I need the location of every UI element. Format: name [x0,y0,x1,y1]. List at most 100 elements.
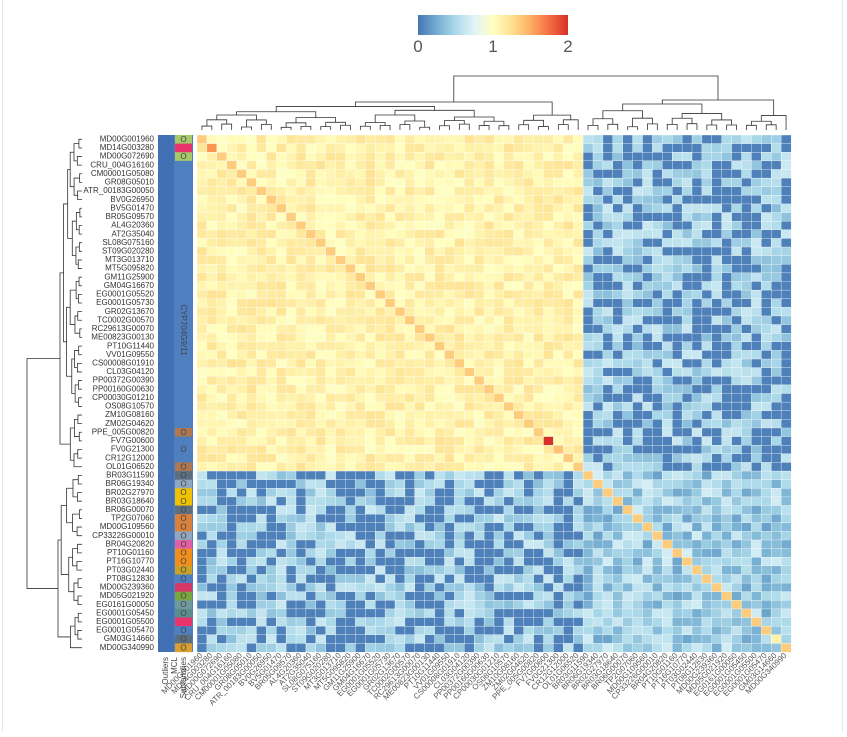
heatmap-cell [771,203,782,213]
heatmap-cell [325,333,336,343]
heatmap-cell [256,617,267,627]
heatmap-cell [276,220,287,231]
heatmap-cell [216,453,228,463]
heatmap-cell [780,160,792,170]
heatmap-cell [652,462,663,472]
heatmap-cell [652,246,663,257]
heatmap-cell [345,220,356,231]
heatmap-cell [216,341,228,351]
heatmap-cell [672,505,683,515]
dendrogram-branch [320,126,332,130]
subfamily-cell [175,634,192,644]
heatmap-cell [474,152,485,162]
heatmap-cell [206,419,218,429]
heatmap-cell [662,445,673,455]
heatmap-cell [196,401,208,412]
heatmap-cell [216,401,228,412]
heatmap-cell [444,143,455,153]
heatmap-cell [602,324,614,334]
heatmap-cell [384,272,396,282]
heatmap-cell [602,134,614,144]
heatmap-cell [266,479,277,489]
heatmap-cell [196,246,208,257]
heatmap-cell [276,341,287,351]
heatmap-cell [414,513,426,524]
heatmap-cell [662,307,673,317]
heatmap-cell [711,617,723,627]
heatmap-cell [582,488,594,498]
heatmap-cell [642,177,653,188]
heatmap-cell [375,203,386,213]
heatmap-cell [563,488,574,498]
heatmap-cell [226,229,237,239]
heatmap-cell [503,264,515,274]
heatmap-cell [780,565,792,575]
dendrogram-branch [726,124,737,130]
heatmap-cell [553,255,564,265]
heatmap-cell [276,582,287,593]
heatmap-cell [474,177,485,188]
heatmap-cell [444,358,455,369]
heatmap-cell [276,238,287,248]
heatmap-cell [761,220,772,231]
dendrogram-root [26,358,60,589]
heatmap-cell [216,289,228,300]
dendrogram-root [453,75,719,102]
subfamily-cell [175,617,192,627]
heatmap-cell [226,591,237,601]
heatmap-cell [503,324,515,334]
heatmap-cell [464,315,475,325]
heatmap-cell [464,203,475,213]
heatmap-cell [216,350,228,360]
heatmap-cell [493,625,505,636]
heatmap-cell [672,264,683,274]
heatmap-cell [721,600,732,610]
heatmap-cell [652,315,663,325]
heatmap-cell [206,367,218,377]
heatmap-cell [741,376,752,386]
heatmap-cell [276,565,287,575]
heatmap-cell [691,582,703,593]
heatmap-cell [474,591,485,601]
heatmap-cell [394,186,406,196]
heatmap-cell [622,333,633,343]
heatmap-cell [454,212,465,222]
heatmap-cell [474,393,485,403]
heatmap-cell [533,212,544,222]
heatmap-cell [305,488,317,498]
heatmap-cell [335,315,346,325]
heatmap-cell [474,548,485,558]
heatmap-cell [672,462,683,472]
subfamily-marker: O [180,574,186,583]
heatmap-cell [622,539,633,549]
heatmap-cell [553,229,564,239]
subfamily-marker: O [180,643,186,652]
heatmap-cell [751,608,762,618]
heatmap-cell [681,600,693,610]
heatmap-cell [681,453,693,463]
heatmap-cell [721,470,732,481]
subfamily-cell [175,212,192,222]
heatmap-cell [533,307,544,317]
heatmap-cell [553,358,564,369]
heatmap-cell [375,462,386,472]
heatmap-cell [474,203,485,213]
heatmap-cell [503,177,515,188]
heatmap-cell [533,186,544,196]
heatmap-cell [711,367,723,377]
heatmap-cell [602,531,614,541]
heatmap-cell [236,324,247,334]
heatmap-cell [325,453,336,463]
heatmap-cell [642,255,653,265]
heatmap-cell [751,643,762,653]
heatmap-cell [414,401,426,412]
heatmap-cell [751,410,762,420]
heatmap-cell [295,367,307,377]
heatmap-cell [681,531,693,541]
heatmap-cell [622,643,633,653]
heatmap-cell [384,160,396,170]
heatmap-cell [533,255,544,265]
heatmap-cell [652,419,663,429]
heatmap-cell [672,160,683,170]
heatmap-cell [236,582,247,593]
